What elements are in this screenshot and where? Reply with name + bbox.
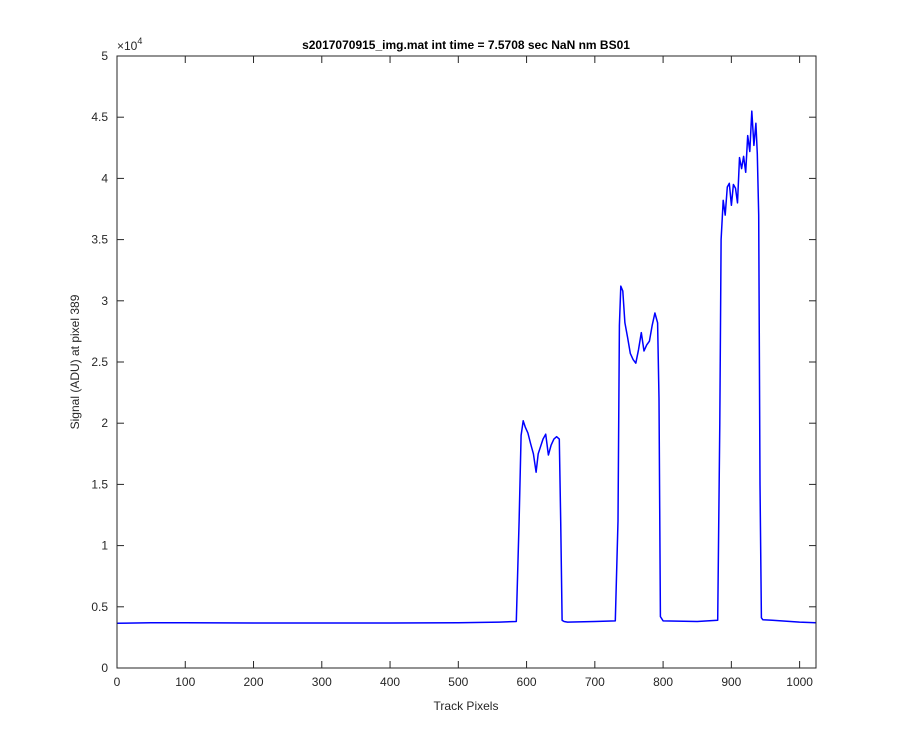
y-tick-labels: 0 0.5 1 1.5 2 2.5 3 3.5 4 4.5 5: [91, 49, 108, 675]
x-tick-label: 400: [380, 675, 400, 689]
x-tick-label: 600: [517, 675, 537, 689]
y-tick-label: 0: [101, 661, 108, 675]
y-tick-label: 0.5: [91, 600, 108, 614]
y-exponent-power: 4: [137, 36, 142, 46]
x-tick-label: 0: [114, 675, 121, 689]
x-tick-label: 700: [585, 675, 605, 689]
x-tick-label: 900: [721, 675, 741, 689]
x-tick-label: 500: [448, 675, 468, 689]
y-tick-label: 3.5: [91, 233, 108, 247]
y-tick-label: 2.5: [91, 355, 108, 369]
x-axis-label: Track Pixels: [434, 699, 499, 713]
x-tick-label: 800: [653, 675, 673, 689]
signal-series-line: [116, 110, 817, 625]
y-tick-label: 1: [101, 539, 108, 553]
plot-area: [117, 56, 816, 668]
chart-title: s2017070915_img.mat int time = 7.5708 se…: [302, 38, 630, 52]
x-tick-label: 300: [312, 675, 332, 689]
y-axis-label: Signal (ADU) at pixel 389: [68, 294, 82, 429]
y-tick-label: 5: [101, 49, 108, 63]
y-tick-label: 2: [101, 416, 108, 430]
x-tick-labels: 0 100 200 300 400 500 600 700 800 900 1000: [114, 675, 814, 689]
y-exponent-label: ×104: [117, 36, 142, 53]
x-tick-label: 100: [175, 675, 195, 689]
plot-frame: [116, 55, 817, 669]
y-exponent-base: ×10: [117, 39, 138, 53]
x-tick-label: 1000: [786, 675, 813, 689]
y-tick-label: 3: [101, 294, 108, 308]
y-tick-label: 4.5: [91, 110, 108, 124]
y-tick-label: 1.5: [91, 477, 108, 491]
y-tick-label: 4: [101, 171, 108, 185]
x-tick-label: 200: [244, 675, 264, 689]
